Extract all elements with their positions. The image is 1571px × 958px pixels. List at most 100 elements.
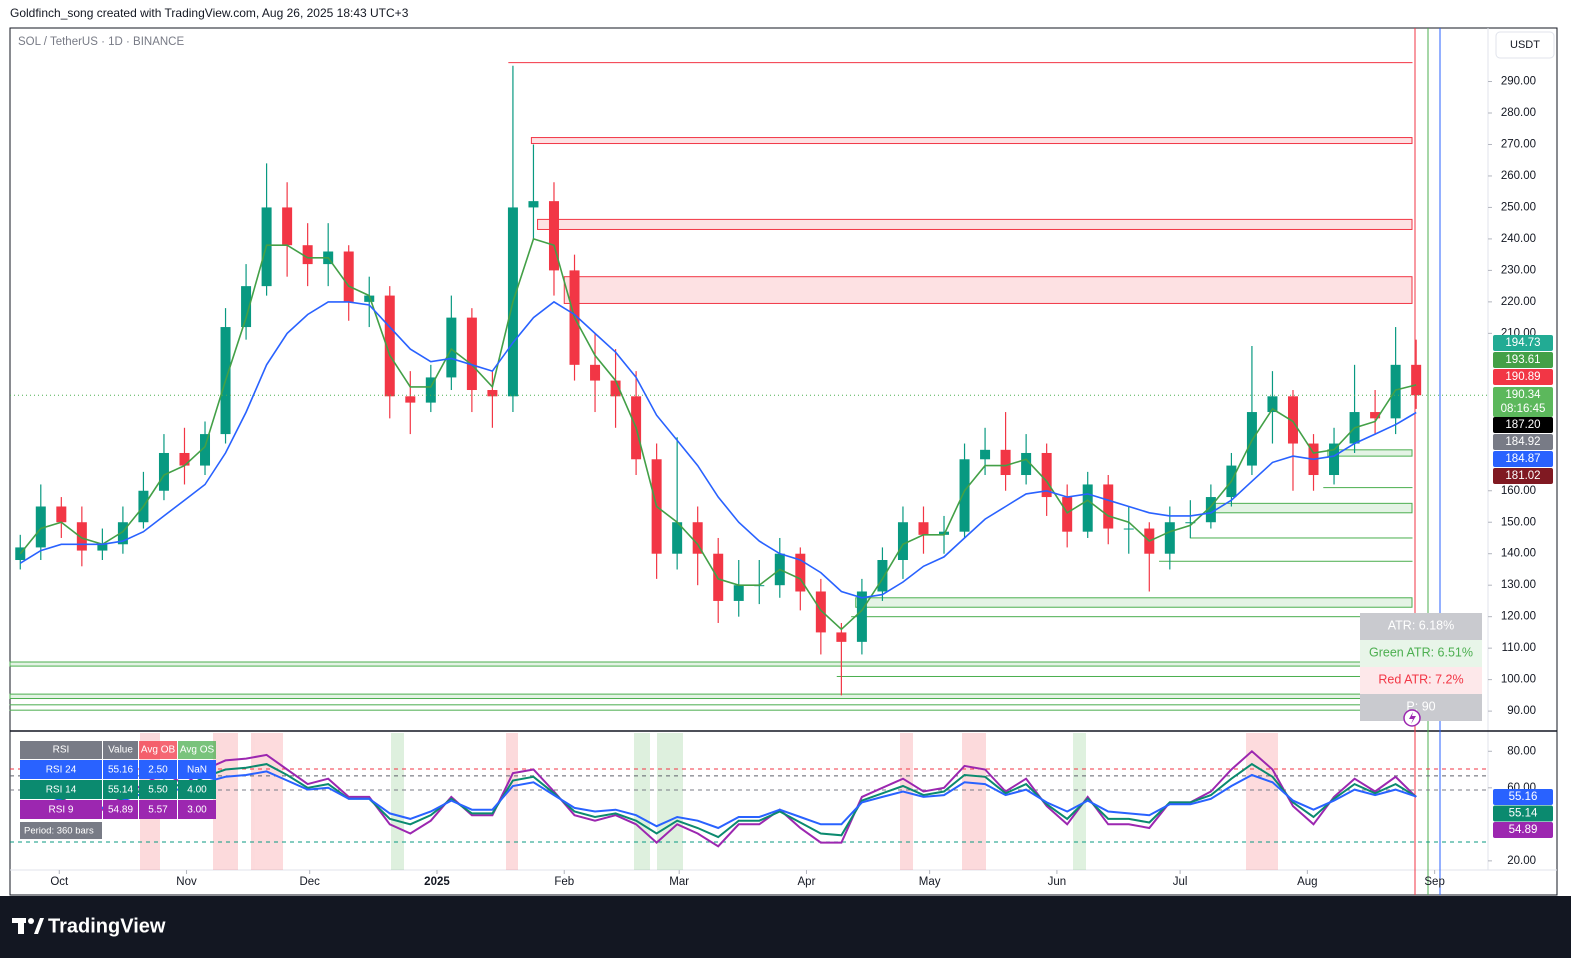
candle-body — [733, 585, 744, 601]
candle-body — [1185, 522, 1196, 524]
candle-body — [1370, 412, 1381, 419]
candle-body — [446, 317, 457, 378]
y-tick-label: 240.00 — [1501, 233, 1536, 245]
candle-body — [1287, 396, 1298, 444]
table-cell — [20, 800, 102, 819]
table-footer-cell — [20, 822, 102, 839]
y-tick-label: 260.00 — [1501, 170, 1536, 182]
x-tick-label: Jul — [1173, 876, 1188, 888]
ob-band — [506, 733, 518, 870]
price-label: 54.89 — [1509, 824, 1538, 836]
os-band — [1073, 733, 1086, 870]
y-tick-label: 130.00 — [1501, 579, 1536, 591]
annotation-box — [1360, 694, 1482, 721]
table-cell — [103, 760, 138, 779]
table-header: Value — [108, 745, 133, 756]
annotation: Red ATR: 7.2% — [1378, 672, 1463, 686]
footer — [0, 896, 1571, 958]
y-tick-label: 150.00 — [1501, 516, 1536, 528]
candle-body — [487, 390, 498, 397]
price-label-box — [1493, 417, 1553, 433]
candle-body — [528, 201, 539, 208]
candle-body — [384, 295, 395, 397]
price-label-box — [1493, 434, 1553, 450]
rsi-line — [20, 770, 1417, 830]
candle-body — [897, 522, 908, 561]
zone — [563, 276, 1413, 304]
annotation: Green ATR: 6.51% — [1369, 645, 1473, 659]
table-cell-text: RSI 9 — [48, 805, 73, 816]
price-label: 181.02 — [1505, 470, 1540, 482]
candle-body — [117, 522, 128, 545]
os-band — [634, 733, 650, 870]
y-tick-label: 90.00 — [1507, 705, 1536, 717]
table-header-cell — [103, 741, 138, 759]
price-label: 55.16 — [1509, 791, 1538, 803]
currency-button[interactable] — [1495, 31, 1555, 59]
table-cell-text: 3.00 — [187, 805, 207, 816]
x-tick-label: Jun — [1048, 876, 1067, 888]
table-cell — [139, 780, 177, 799]
candle-body — [980, 449, 991, 460]
price-label: 190.89 — [1505, 371, 1540, 383]
candle-body — [35, 506, 46, 548]
price-label-box — [1493, 352, 1553, 368]
logo-shape — [18, 918, 24, 934]
candle-body — [1103, 484, 1114, 529]
annotation-box — [1360, 613, 1482, 640]
y-tick-label: 290.00 — [1501, 76, 1536, 88]
symbol-title: SOL / TetherUS · 1D · BINANCE — [18, 36, 184, 48]
candle-body — [56, 506, 67, 523]
candle-body — [364, 295, 375, 302]
candle-body — [713, 553, 724, 601]
candle-body — [282, 207, 293, 246]
credit: Goldfinch_song created with TradingView.… — [10, 6, 409, 20]
table-footer: Period: 360 bars — [24, 826, 94, 837]
table-cell-text: RSI 14 — [46, 785, 77, 796]
table-cell — [178, 800, 216, 819]
os-band — [391, 733, 404, 870]
rsi-shading — [140, 733, 1278, 870]
currency[interactable]: USDT — [1510, 39, 1540, 51]
price-label: 193.61 — [1505, 354, 1540, 366]
price-label: 08:16:45 — [1501, 403, 1546, 415]
candle-body — [179, 452, 190, 466]
zone — [530, 137, 1413, 145]
candle-body — [76, 522, 87, 551]
table-cell-text: 2.50 — [148, 765, 168, 776]
moving-average — [19, 237, 1417, 631]
zone — [9, 693, 1413, 700]
y-tick-label: 120.00 — [1501, 611, 1536, 623]
logo-shape — [34, 918, 44, 934]
logo-shape — [28, 918, 34, 924]
candle-body — [1082, 484, 1093, 532]
y-tick-label: 110.00 — [1502, 642, 1536, 654]
y-tick-label: 250.00 — [1501, 201, 1536, 213]
logo-text: TradingView — [48, 915, 166, 937]
rsi-value-box — [1493, 789, 1553, 805]
y-tick-label: 20.00 — [1507, 855, 1536, 867]
candle-body — [241, 286, 252, 328]
ob-band — [251, 733, 283, 870]
y-tick-label: 100.00 — [1501, 674, 1536, 686]
zone — [537, 218, 1413, 230]
table-cell-text: 5.57 — [148, 805, 168, 816]
logo-mark — [12, 918, 44, 934]
x-tick-label: Nov — [176, 876, 197, 888]
price-label: 184.87 — [1505, 453, 1540, 465]
candle-body — [200, 434, 211, 466]
candle-body — [815, 591, 826, 633]
y-tick-label: 270.00 — [1501, 139, 1536, 151]
table-cell-text: 55.16 — [108, 765, 133, 776]
table-header: Avg OS — [180, 745, 215, 756]
x-tick-label: Feb — [554, 876, 574, 888]
table-cell — [103, 800, 138, 819]
candle-body — [590, 364, 601, 381]
table-cell — [139, 760, 177, 779]
rsi-line — [20, 762, 1417, 839]
price-label-box — [1493, 335, 1553, 351]
table-cell — [20, 760, 102, 779]
y-tick-label: 220.00 — [1501, 296, 1536, 308]
candle-body — [610, 380, 621, 397]
